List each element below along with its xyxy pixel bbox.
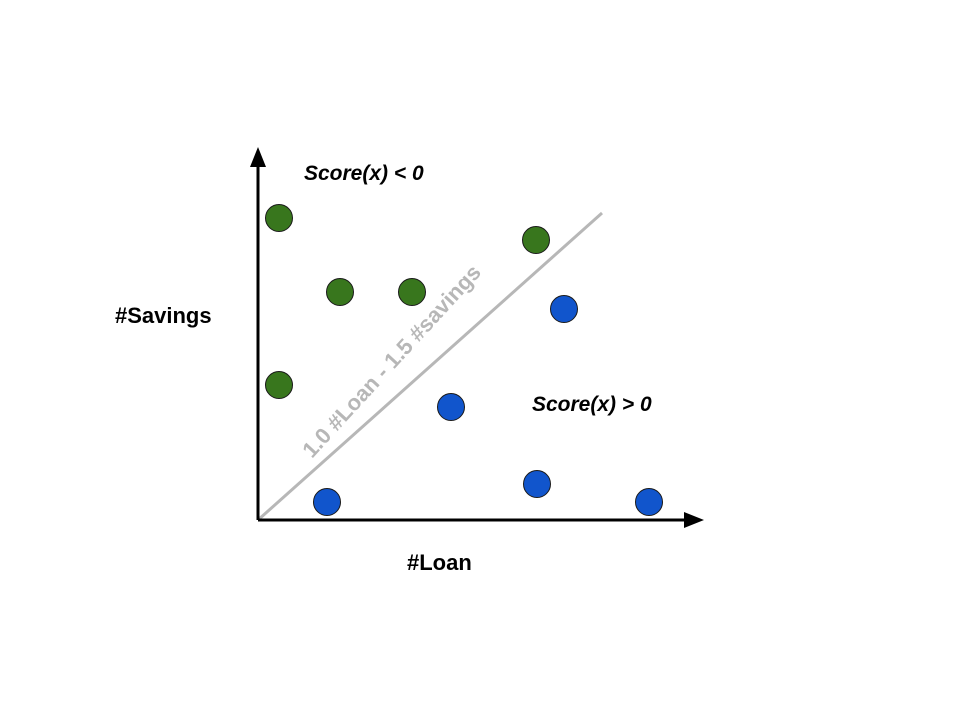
positive-point bbox=[437, 393, 465, 421]
y-axis-label: #Savings bbox=[115, 303, 212, 328]
positive-point bbox=[550, 295, 578, 323]
positive-point bbox=[313, 488, 341, 516]
y-axis-arrowhead bbox=[250, 147, 266, 167]
negative-point bbox=[398, 278, 426, 306]
positive-region-label: Score(x) > 0 bbox=[532, 393, 652, 416]
x-axis-arrowhead bbox=[684, 512, 704, 528]
boundary-label: 1.0 #Loan - 1.5 #savings bbox=[297, 260, 486, 463]
negative-point bbox=[265, 371, 293, 399]
negative-region-label: Score(x) < 0 bbox=[304, 162, 424, 185]
negative-point bbox=[522, 226, 550, 254]
positive-class-points bbox=[313, 295, 663, 516]
positive-point bbox=[635, 488, 663, 516]
x-axis-label: #Loan bbox=[407, 550, 472, 575]
decision-boundary-line bbox=[257, 211, 603, 522]
positive-point bbox=[523, 470, 551, 498]
negative-class-points bbox=[265, 204, 550, 399]
negative-point bbox=[265, 204, 293, 232]
negative-point bbox=[326, 278, 354, 306]
